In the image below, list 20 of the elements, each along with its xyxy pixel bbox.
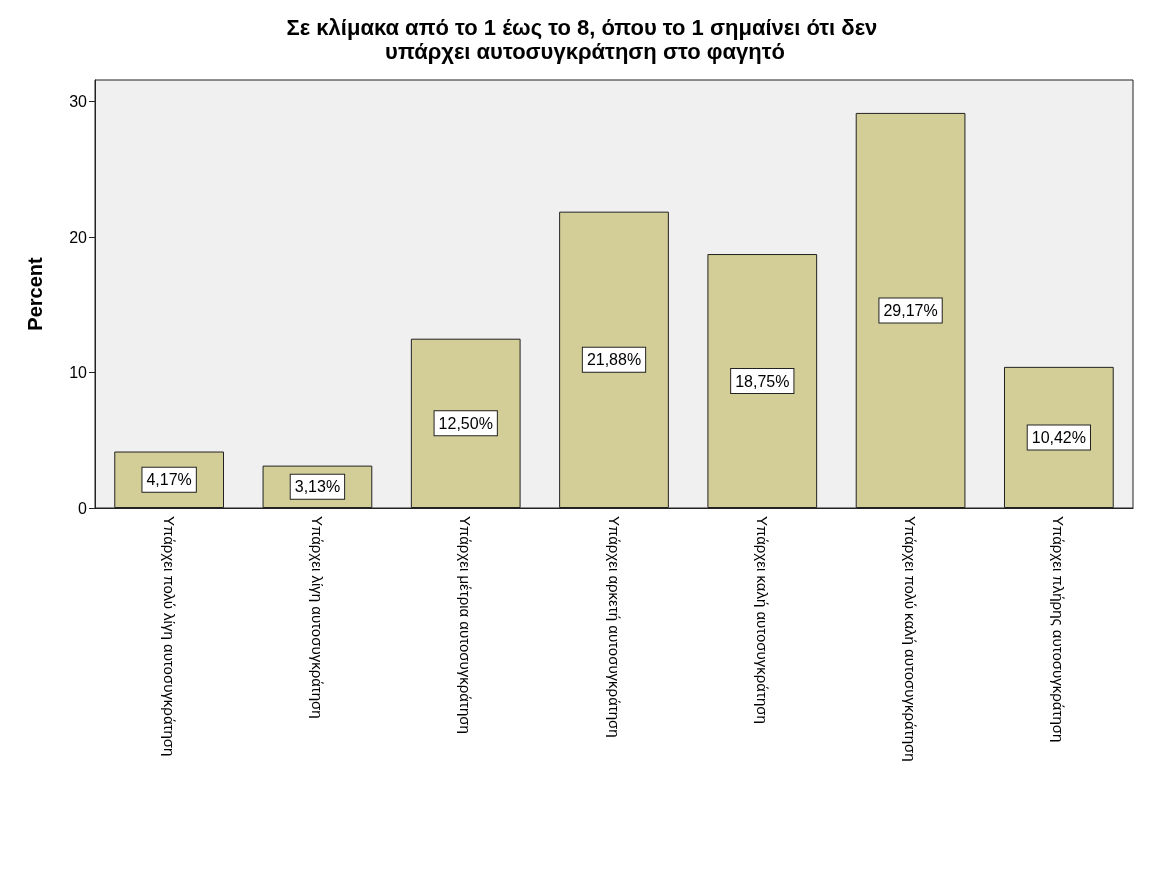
data-label: 21,88% [586,351,642,369]
data-label: 12,50% [438,414,493,432]
x-tick-label: Υπάρχει καλή αυτοσυγκράτηση [753,516,771,724]
y-tick-label: 10 [69,364,88,382]
data-label: 4,17% [146,471,192,489]
y-tick-label: 0 [78,499,88,517]
data-label: 3,13% [294,478,341,496]
x-tick-label: Υπάρχει μέτρια αυτοσυγκράτηση [457,516,475,734]
data-label: 29,17% [883,301,938,319]
x-tick-label: Υπάρχει πολύ καλή αυτοσυγκράτηση [902,516,920,762]
x-tick-label: Υπάρχει λίγη αυτοσυγκράτηση [308,516,326,719]
x-tick-label: Υπάρχει αρκετή αυτοσυγκράτηση [605,516,623,738]
data-label: 18,75% [735,372,790,390]
chart-title: Σε κλίμακα από το 1 έως το 8, όπου το 1 σημαίνει ότι δεν υπάρχει αυτοσυγκράτηση στο φαγητό [286,14,884,64]
y-tick-label: 30 [69,93,88,111]
y-axis-title: Percent [24,256,46,331]
data-label: 10,42% [1031,428,1086,446]
x-tick-label: Υπάρχει πλήρης αυτοσυγκράτηση [1050,516,1068,743]
y-tick-label: 20 [69,228,88,246]
x-tick-label: Υπάρχει πολύ λίγη αυτοσυγκράτηση [160,516,178,757]
